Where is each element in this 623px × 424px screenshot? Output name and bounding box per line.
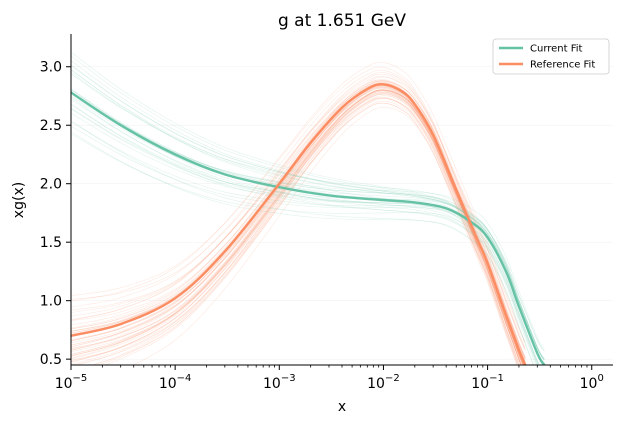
replica-current-20 — [71, 64, 545, 360]
replica-reference-25 — [71, 102, 521, 365]
legend: Current Fit Reference Fit — [492, 38, 610, 75]
replica-reference-1 — [71, 87, 522, 365]
replica-reference-21 — [71, 86, 524, 365]
replica-reference-0 — [71, 91, 524, 365]
y-tick-label-0: 0.5 — [40, 352, 62, 368]
replica-reference-51 — [71, 97, 518, 365]
replica-current-13 — [71, 108, 545, 360]
replica-reference-32 — [71, 89, 526, 359]
series-line-1 — [71, 83, 527, 365]
replica-reference-35 — [71, 90, 524, 365]
legend-label-reference-fit: Reference Fit — [530, 60, 595, 71]
replica-reference-6 — [92, 90, 526, 365]
replica-reference-27 — [75, 93, 524, 365]
y-tick-label-5: 3.0 — [40, 60, 62, 76]
replica-reference-38 — [71, 91, 522, 365]
x-axis-title: x — [338, 399, 346, 415]
replica-reference-52 — [71, 94, 518, 365]
replica-reference-47 — [71, 76, 526, 351]
replica-current-7 — [71, 97, 538, 365]
ticks-layer: 10−5 10−4 10−3 10−2 10−1 100 0.5 1.0 1.5 2.0 2.5 3.… — [40, 60, 604, 392]
series-line-0 — [71, 91, 546, 365]
replica-current-26 — [71, 92, 537, 365]
y-tick-label-2: 1.5 — [40, 235, 62, 251]
replica-reference-11 — [71, 89, 524, 365]
replica-current-25 — [71, 103, 539, 365]
replica-current-17 — [71, 73, 545, 361]
replica-reference-26 — [71, 96, 522, 365]
y-tick-label-4: 2.5 — [40, 118, 62, 134]
replica-reference-8 — [71, 61, 526, 343]
replica-reference-44 — [71, 84, 523, 365]
replica-reference-7 — [71, 85, 522, 365]
x-tick-label-4: 10−1 — [471, 373, 504, 392]
x-tick-label-1: 10−4 — [159, 373, 192, 392]
replica-current-4 — [71, 131, 534, 365]
y-tick-label-1: 1.0 — [40, 294, 62, 310]
x-tick-label-3: 10−2 — [367, 373, 400, 392]
replica-current-1 — [71, 91, 545, 359]
legend-label-current-fit: Current Fit — [530, 44, 583, 55]
replica-reference-18 — [71, 73, 526, 348]
replica-reference-36 — [91, 100, 519, 365]
replica-current-6 — [71, 93, 545, 359]
chart-title: g at 1.651 GeV — [278, 11, 406, 31]
y-axis-title: xg(x) — [11, 182, 27, 218]
replica-current-14 — [71, 133, 540, 365]
replica-reference-45 — [103, 98, 523, 365]
replica-current-9 — [71, 72, 545, 360]
x-tick-label-5: 100 — [580, 373, 604, 392]
replica-current-5 — [71, 120, 534, 365]
x-tick-label-2: 10−3 — [263, 373, 296, 392]
replica-current-8 — [71, 60, 545, 352]
replica-current-2 — [71, 69, 545, 351]
replica-reference-33 — [71, 85, 522, 365]
replica-reference-54 — [71, 81, 526, 351]
replica-reference-14 — [71, 102, 518, 365]
replica-reference-42 — [71, 76, 526, 362]
replica-reference-46 — [71, 86, 526, 351]
replica-current-12 — [71, 108, 540, 365]
replica-reference-41 — [132, 106, 521, 365]
series-layer — [71, 83, 546, 365]
x-tick-label-0: 10−5 — [55, 373, 88, 392]
replica-reference-3 — [71, 92, 525, 365]
replica-reference-53 — [71, 69, 526, 358]
y-tick-label-3: 2.0 — [40, 177, 62, 193]
replica-reference-34 — [71, 81, 522, 365]
replica-reference-19 — [71, 72, 526, 344]
replica-current-11 — [71, 94, 545, 350]
replica-reference-22 — [71, 97, 522, 365]
replica-current-28 — [71, 55, 545, 361]
